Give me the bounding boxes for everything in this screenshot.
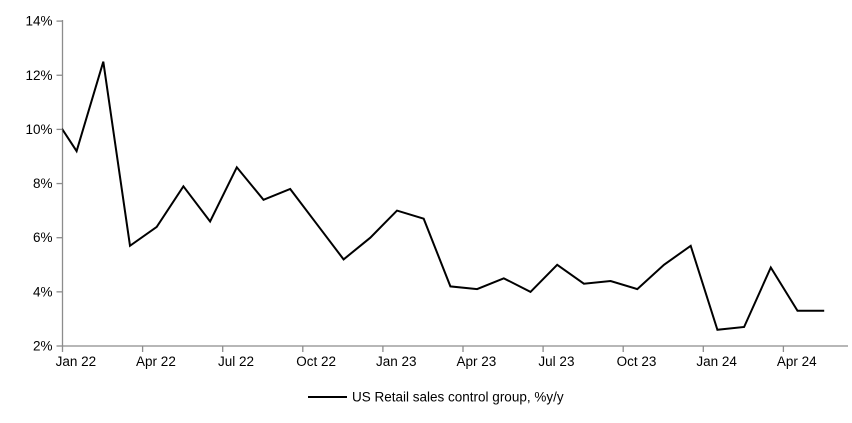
y-tick-label: 14% (25, 14, 52, 29)
x-tick-label: Apr 23 (456, 354, 496, 369)
x-tick-label: Jan 22 (56, 354, 97, 369)
x-tick-label: Jul 22 (218, 354, 254, 369)
plot-area (62, 61, 825, 331)
y-tick-label: 8% (33, 176, 53, 191)
data-line (62, 61, 825, 331)
y-tick-label: 6% (33, 230, 53, 245)
y-axis-ticks: 2% 4% 6% 8% 10% 12% 14% (25, 14, 63, 354)
x-tick-label: Apr 22 (136, 354, 176, 369)
legend: US Retail sales control group, %y/y (308, 390, 564, 405)
y-tick-label: 2% (33, 339, 53, 354)
x-axis-ticks: Jan 22 Apr 22 Jul 22 Oct 22 Jan 23 Apr 23 Jul … (56, 346, 817, 369)
legend-label: US Retail sales control group, %y/y (352, 390, 564, 405)
x-tick-label: Oct 23 (617, 354, 657, 369)
y-tick-label: 4% (33, 284, 53, 299)
y-tick-label: 12% (25, 68, 52, 83)
y-tick-label: 10% (25, 122, 52, 137)
x-tick-label: Apr 24 (777, 354, 817, 369)
x-tick-label: Jul 23 (538, 354, 574, 369)
x-tick-label: Jan 24 (696, 354, 737, 369)
x-tick-label: Jan 23 (376, 354, 417, 369)
x-tick-label: Oct 22 (296, 354, 336, 369)
